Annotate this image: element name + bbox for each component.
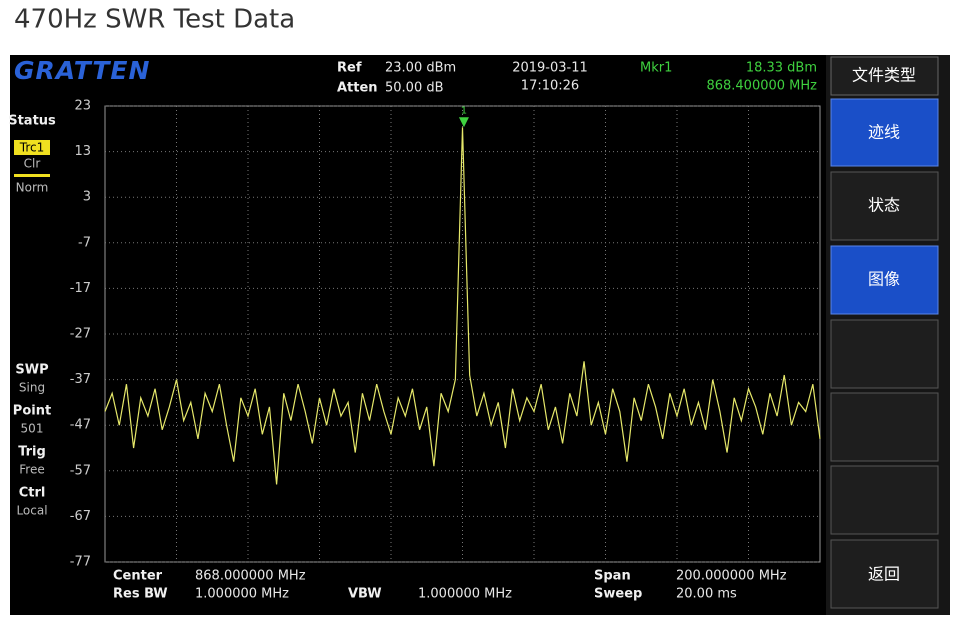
time: 17:10:26 [521,79,579,94]
sweep-value: 20.00 ms [676,587,737,602]
menu-label: 状态 [868,196,900,215]
rbw-label: Res BW [113,587,168,602]
y-tick-label: -47 [70,418,91,433]
ctrl-value: Local [16,504,47,518]
menu-button[interactable] [830,98,939,167]
menu-label: 图像 [868,270,900,289]
trig-value: Free [19,463,44,477]
page-title: 470Hz SWR Test Data [14,5,295,35]
y-tick-label: -27 [70,327,91,342]
y-tick-label: 13 [74,144,91,159]
trace-badge [14,140,50,155]
trace-mode: Clr [24,157,41,171]
marker-label: 1 [461,105,467,116]
trace [104,127,821,485]
rbw-value: 1.000000 MHz [195,587,289,602]
y-tick-label: -7 [78,235,91,250]
vbw-label: VBW [348,587,382,602]
y-tick-label: -17 [70,281,91,296]
menu-button[interactable] [830,319,939,389]
trace: Trc1 [19,141,44,155]
swp-value: Sing [19,381,45,395]
center-value: 868.000000 MHz [195,569,306,584]
menu-button[interactable] [830,171,939,241]
logo: GRATTEN [14,56,150,85]
trace-bar [14,174,50,177]
menu-button[interactable] [830,539,939,609]
y-tick-label: -77 [70,555,91,570]
detector: Norm [16,181,49,195]
trig-label: Trig [18,445,46,460]
date: 2019-03-11 [512,61,588,76]
span-value: 200.000000 MHz [676,569,787,584]
y-tick-label: 3 [83,190,91,205]
ref-value: 23.00 dBm [385,61,456,76]
point-value: 501 [21,422,44,436]
menu-label: 迹线 [868,123,900,142]
span-label: Span [594,569,631,584]
plot: 23 13 3 -7 -17 -27 -37 -47 -57 -67 -77 1 [70,99,821,570]
menu-button[interactable] [830,245,939,315]
swp-label: SWP [15,363,48,378]
atten-value: 50.00 dB [385,81,444,96]
y-tick-label: 23 [74,99,91,114]
marker [458,117,469,128]
marker-freq: 868.400000 MHz [706,79,817,94]
menu-label: 返回 [868,565,900,584]
y-tick-label: -67 [70,509,91,524]
atten-label: Atten [337,81,378,96]
ref-label: Ref [337,61,362,76]
status-label: Status [8,114,56,129]
vbw-value: 1.000000 MHz [418,587,512,602]
menu-button[interactable] [830,392,939,462]
y-tick-label: -57 [70,463,91,478]
menu-button[interactable] [830,56,939,96]
marker-level: 18.33 dBm [746,61,817,76]
menu-button[interactable] [830,465,939,535]
y-tick-label: -37 [70,372,91,387]
screen [10,55,950,615]
menu-label: 文件类型 [852,66,916,85]
marker-name: Mkr1 [640,61,672,76]
ctrl-label: Ctrl [19,486,46,501]
point-label: Point [13,404,51,419]
sweep-label: Sweep [594,587,642,602]
center-label: Center [113,569,163,584]
